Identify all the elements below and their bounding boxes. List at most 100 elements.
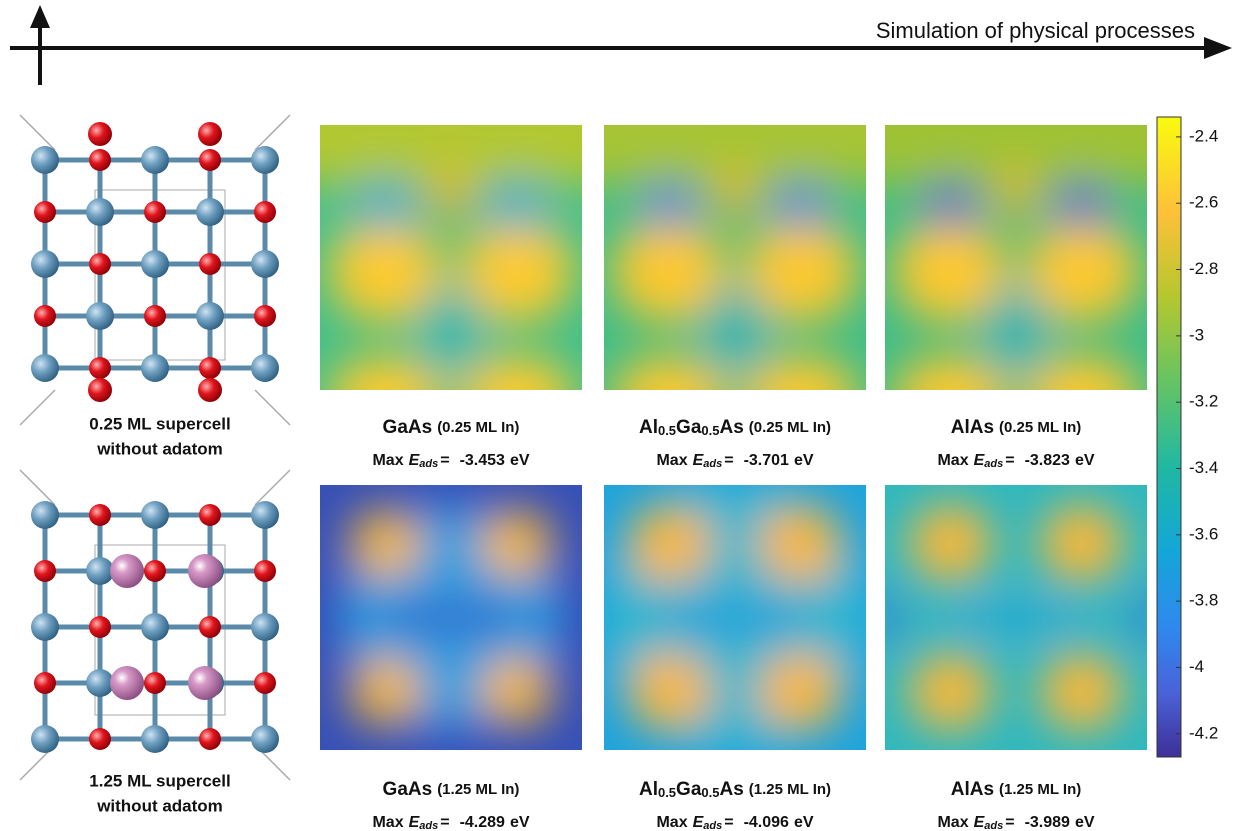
energy-value: -4.096 <box>744 814 789 831</box>
heatmap-blob <box>420 284 483 379</box>
equals: = <box>724 452 733 469</box>
structure-label: without adatom <box>96 796 223 815</box>
atom-o <box>89 149 111 171</box>
energy-value: -3.989 <box>1025 814 1070 831</box>
structure-label: 1.25 ML supercell <box>89 771 230 790</box>
heatmap-blob <box>1040 504 1124 584</box>
heatmap-blob <box>372 604 529 631</box>
max-energy: MaxEads=-3.453eV <box>372 452 529 469</box>
colorbar-tick-label: -4.2 <box>1189 723 1218 742</box>
heatmap-blob <box>485 178 548 231</box>
atom-as <box>251 501 279 529</box>
cell-edge <box>255 470 290 505</box>
heatmap-blob <box>875 586 896 650</box>
colorbar-tick-label: -3.6 <box>1189 524 1218 543</box>
atom-o <box>198 378 222 402</box>
max-word: Max <box>372 814 403 831</box>
atom-o <box>254 305 276 327</box>
colorbar-tick-label: -4 <box>1189 657 1204 676</box>
material-part: AlAs <box>951 417 994 438</box>
max-energy: MaxEads=-4.289eV <box>372 814 529 831</box>
atom-o <box>144 201 166 223</box>
heatmap-blob <box>656 607 813 628</box>
atom-as <box>86 198 114 226</box>
arrow-head <box>30 5 50 28</box>
energy-value: -3.453 <box>460 452 505 469</box>
energy-subscript: ads <box>984 820 1003 831</box>
heatmap-blob <box>909 504 993 584</box>
heatmap-blob <box>628 504 712 584</box>
material-part: Al <box>639 417 658 438</box>
unit: eV <box>510 452 530 469</box>
energy-value: -3.701 <box>744 452 789 469</box>
colorbar-tick-label: -3.8 <box>1189 591 1218 610</box>
atom-o <box>89 504 111 526</box>
atom-o <box>254 201 276 223</box>
max-word: Max <box>937 814 968 831</box>
coverage: (1.25 ML In) <box>999 781 1081 798</box>
unit: eV <box>794 814 814 831</box>
atom-as <box>251 250 279 278</box>
cell-edge <box>255 115 290 150</box>
colorbar-tick-label: -2.8 <box>1189 259 1218 278</box>
max-word: Max <box>656 814 687 831</box>
heatmap-blob <box>1055 181 1107 229</box>
unit: eV <box>794 452 814 469</box>
unit: eV <box>1075 452 1095 469</box>
atom-in <box>110 666 144 700</box>
coverage: (1.25 ML In) <box>437 781 519 798</box>
coverage: (0.25 ML In) <box>999 419 1081 436</box>
equals: = <box>440 814 449 831</box>
heatmap-blob <box>998 170 1035 223</box>
atom-o <box>34 560 56 582</box>
heatmap-blob <box>759 504 843 584</box>
material-part: Ga <box>676 417 702 438</box>
atom-o <box>199 504 221 526</box>
figure: Simulation of physical processes -2.4-2.… <box>0 0 1239 831</box>
material-part: AlAs <box>951 779 994 800</box>
material-part: Ga <box>676 779 702 800</box>
atom-as <box>141 250 169 278</box>
heatmap-field <box>341 506 561 729</box>
energy-value: -4.289 <box>460 814 505 831</box>
heatmap-blob <box>704 284 767 379</box>
atomic-structure <box>20 115 290 425</box>
atom-as <box>86 302 114 330</box>
panel-title: AlAs (0.25 ML In) <box>951 417 1082 438</box>
max-energy: MaxEads=-3.823eV <box>937 452 1094 469</box>
atom-as <box>251 613 279 641</box>
atom-o <box>89 357 111 379</box>
atom-o <box>199 149 221 171</box>
material-part: 0.5 <box>658 423 676 438</box>
atom-o <box>88 122 112 146</box>
heatmap-blob <box>349 509 422 578</box>
atom-o <box>198 122 222 146</box>
material-part: As <box>719 779 743 800</box>
page: Simulation of physical processes -2.4-2.… <box>0 0 1239 831</box>
heatmap-blob <box>937 607 1094 628</box>
axis-label: Simulation of physical processes <box>876 18 1195 43</box>
heatmap-blob <box>480 509 553 578</box>
atom-as <box>31 250 59 278</box>
max-word: Max <box>372 452 403 469</box>
atom-as <box>31 725 59 753</box>
atom-as <box>141 725 169 753</box>
coverage: (1.25 ML In) <box>749 781 831 798</box>
colorbar-tick-label: -2.6 <box>1189 193 1218 212</box>
heatmap-blob <box>480 657 553 726</box>
max-energy: MaxEads=-3.701eV <box>656 452 813 469</box>
heatmap-blob <box>717 170 754 223</box>
material-part: Al <box>639 779 658 800</box>
heatmap-blob <box>354 178 417 231</box>
atom-as <box>31 146 59 174</box>
max-word: Max <box>656 452 687 469</box>
atom-as <box>141 613 169 641</box>
atom-in <box>188 554 222 588</box>
heatmap-blob <box>985 284 1048 379</box>
max-word: Max <box>937 452 968 469</box>
atom-as <box>141 146 169 174</box>
heatmap-blob <box>774 181 826 229</box>
atom-as <box>141 354 169 382</box>
